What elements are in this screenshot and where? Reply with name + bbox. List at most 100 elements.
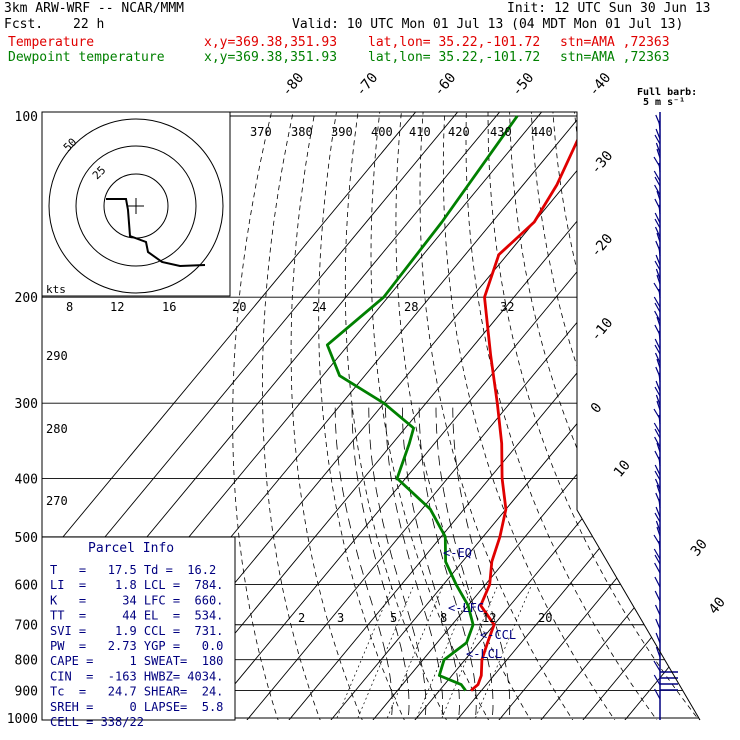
dry-adiabat (551, 112, 700, 720)
wind-barb (656, 148, 661, 159)
wind-barb (653, 296, 661, 308)
dry-adiabat (593, 112, 700, 720)
temperature-tick-label: 0 (588, 400, 606, 417)
init-time: Init: 12 UTC Sun 30 Jun 13 (507, 1, 711, 16)
temperature-tick-label: -40 (586, 70, 615, 100)
temperature-tick-label: 40 (706, 594, 729, 617)
mixing-ratio-line (475, 584, 533, 719)
wind-barb (654, 604, 661, 616)
isotherm (447, 112, 700, 720)
isotherm (42, 112, 436, 720)
wind-barb (656, 316, 661, 327)
dry-adiabat (290, 112, 368, 720)
moist-adiabat (334, 403, 393, 720)
dry-adiabat (614, 112, 700, 720)
wind-barb (654, 688, 661, 700)
wind-barb (656, 358, 661, 369)
mixing-ratio-label: 8 (440, 611, 447, 625)
wind-barb (655, 254, 661, 266)
mixing-ratio-line (416, 584, 474, 719)
temperature-tick-label: -70 (353, 70, 382, 100)
isotherm (195, 112, 700, 720)
isotherm (321, 112, 700, 720)
wind-barb (654, 470, 661, 481)
wind-barb (655, 646, 661, 658)
isotherm (615, 112, 700, 720)
pressure-tick-label: 400 (15, 472, 38, 487)
moist-adiabat (351, 403, 410, 720)
mixing-ratio-label: 12 (110, 300, 124, 314)
dry-adiabat (677, 112, 700, 720)
wind-column: Full barb: 5 m s⁻¹ (637, 87, 697, 720)
pressure-tick-label: 100 (15, 110, 38, 125)
parcel-info-row: PW = 2.73 YGP = 0.0 (50, 639, 223, 653)
theta-label: 430 (490, 125, 512, 139)
plot-border (41, 111, 701, 721)
wind-barb (658, 414, 661, 425)
wind-barb (656, 484, 661, 495)
pressure-tick-label: 1000 (7, 712, 38, 727)
dry-adiabat (370, 112, 495, 720)
dew-legend-stn: stn=AMA ,72363 (560, 50, 670, 65)
pressure-tick-label: 500 (15, 531, 38, 546)
wind-barb (653, 548, 661, 560)
hodograph: 50 25 kts (41, 111, 231, 297)
level-annotation: <-EQ (443, 546, 472, 560)
temperature-tick-label: -60 (431, 70, 460, 100)
wind-barb (655, 142, 661, 154)
wind-barb (656, 232, 661, 243)
theta-label: 410 (409, 125, 431, 139)
wind-barb (654, 428, 661, 439)
mixing-ratio-label: 24 (312, 300, 326, 314)
hodograph-ring-middle (75, 145, 197, 267)
theta-label: 290 (46, 349, 68, 363)
pressure-tick-label: 600 (15, 578, 38, 593)
wind-barb (654, 176, 661, 187)
wind-barb (655, 506, 661, 518)
dry-adiabat (508, 112, 700, 720)
dry-adiabat (720, 89, 740, 731)
wind-barb (654, 386, 661, 397)
theta-label: 400 (371, 125, 393, 139)
hodograph-units: kts (46, 283, 66, 296)
wind-legend-units: 5 m s⁻¹ (643, 97, 685, 108)
wind-barb (655, 380, 661, 392)
wind-barb (658, 120, 661, 131)
wind-barb (658, 372, 661, 383)
dry-adiabat (465, 112, 666, 720)
theta-label: 370 (250, 125, 272, 139)
parcel-info-row: SVI = 1.9 CCL = 731. (50, 624, 223, 638)
wind-barb (654, 226, 661, 238)
isotherm (531, 112, 700, 720)
valid-time: Valid: 10 UTC Mon 01 Jul 13 (04 MDT Mon … (292, 17, 684, 32)
wind-barb (654, 352, 661, 364)
wind-barb (654, 478, 661, 490)
mixing-ratio-label: 16 (162, 300, 176, 314)
parcel-info-row: CELL = 338/22 (50, 715, 144, 729)
wind-barb (656, 442, 661, 453)
temperature-profile-line (470, 115, 590, 692)
mixing-ratio-label: 8 (66, 300, 73, 314)
mixing-ratio-label: 32 (500, 300, 514, 314)
parcel-info-row: TT = 44 EL = 534. (50, 609, 223, 623)
temperature-tick-label: -50 (509, 70, 538, 100)
wind-barb (654, 512, 661, 523)
mixing-ratio-label: 3 (337, 611, 344, 625)
wind-barb (654, 302, 661, 313)
sounding-series (325, 115, 590, 692)
moist-adiabat (401, 403, 460, 720)
dry-adiabat (656, 112, 700, 720)
theta-label: 390 (331, 125, 353, 139)
level-annotation: <-LCL (466, 647, 502, 661)
wind-barb (655, 268, 661, 280)
theta-label: 420 (448, 125, 470, 139)
wind-barb (654, 338, 661, 350)
wind-barb (654, 260, 661, 271)
wind-barb (658, 204, 661, 215)
parcel-info-box: Parcel Info T = 17.5 Td = 16.2LI = 1.8 L… (41, 536, 236, 729)
dry-adiabat (698, 112, 700, 720)
parcel-info-row: T = 17.5 Td = 16.2 (50, 563, 216, 577)
level-annotation: <-LFC (448, 601, 484, 615)
wind-barb (656, 526, 661, 537)
wind-barb (655, 394, 661, 406)
